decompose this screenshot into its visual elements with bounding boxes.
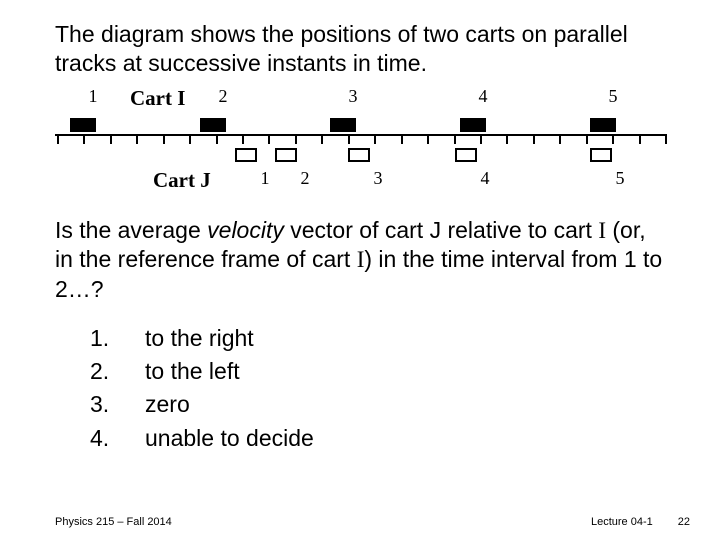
track-tick <box>242 134 244 144</box>
cart-j-number: 3 <box>374 168 383 189</box>
cart-i-box <box>70 118 96 132</box>
cart-i-box <box>590 118 616 132</box>
track-tick <box>163 134 165 144</box>
cart-i-box <box>330 118 356 132</box>
answer-option: 1.to the right <box>90 322 665 355</box>
cart-i-number: 5 <box>609 86 618 107</box>
track-tick <box>401 134 403 144</box>
track-tick <box>321 134 323 144</box>
answer-number: 2. <box>90 355 145 388</box>
cart-i-number: 3 <box>349 86 358 107</box>
answer-option: 2.to the left <box>90 355 665 388</box>
answer-number: 1. <box>90 322 145 355</box>
q-p2: velocity <box>207 217 284 243</box>
footer-mid: Lecture 04-1 <box>591 516 653 528</box>
cart-j-number: 2 <box>301 168 310 189</box>
track-tick <box>612 134 614 144</box>
q-p1: Is the average <box>55 217 207 243</box>
cart-j-number: 4 <box>481 168 490 189</box>
track-line <box>55 134 667 136</box>
track-tick <box>189 134 191 144</box>
footer-left: Physics 215 – Fall 2014 <box>55 516 172 528</box>
carts-diagram: Cart I Cart J 1 2 3 4 5 1 2 3 4 5 <box>55 86 667 206</box>
cart-i-number: 2 <box>219 86 228 107</box>
answer-text: to the right <box>145 322 254 355</box>
answers-list: 1.to the right2.to the left3.zero4.unabl… <box>90 322 665 455</box>
track-tick <box>136 134 138 144</box>
cart-i-number: 4 <box>479 86 488 107</box>
track-tick <box>110 134 112 144</box>
cart-j-label: Cart J <box>153 168 211 193</box>
track-tick <box>374 134 376 144</box>
track-tick <box>559 134 561 144</box>
answer-text: unable to decide <box>145 422 314 455</box>
cart-j-number: 5 <box>616 168 625 189</box>
track-tick <box>83 134 85 144</box>
footer-right: 22 <box>678 516 690 528</box>
cart-i-label: Cart I <box>130 86 185 111</box>
track-tick <box>586 134 588 144</box>
track-tick <box>665 134 667 144</box>
track-tick <box>57 134 59 144</box>
cart-i-number: 1 <box>89 86 98 107</box>
track-tick <box>533 134 535 144</box>
track-tick <box>348 134 350 144</box>
track-tick <box>639 134 641 144</box>
track-tick <box>454 134 456 144</box>
track-tick <box>506 134 508 144</box>
track-tick <box>268 134 270 144</box>
cart-j-box <box>235 148 257 162</box>
answer-number: 3. <box>90 388 145 421</box>
track-tick <box>216 134 218 144</box>
slide-footer: Physics 215 – Fall 2014 Lecture 04-1 22 <box>55 516 690 528</box>
answer-text: zero <box>145 388 190 421</box>
answer-number: 4. <box>90 422 145 455</box>
cart-j-number: 1 <box>261 168 270 189</box>
answer-option: 4.unable to decide <box>90 422 665 455</box>
track-tick <box>427 134 429 144</box>
cart-j-box <box>275 148 297 162</box>
track-tick <box>295 134 297 144</box>
cart-j-box <box>348 148 370 162</box>
q-p4: I <box>598 218 606 243</box>
intro-text: The diagram shows the positions of two c… <box>55 20 665 78</box>
answer-text: to the left <box>145 355 240 388</box>
track-tick <box>480 134 482 144</box>
cart-i-box <box>460 118 486 132</box>
cart-i-box <box>200 118 226 132</box>
cart-j-box <box>455 148 477 162</box>
q-p3: vector of cart J relative to cart <box>284 217 598 243</box>
question-text: Is the average velocity vector of cart J… <box>55 216 665 304</box>
answer-option: 3.zero <box>90 388 665 421</box>
cart-j-box <box>590 148 612 162</box>
